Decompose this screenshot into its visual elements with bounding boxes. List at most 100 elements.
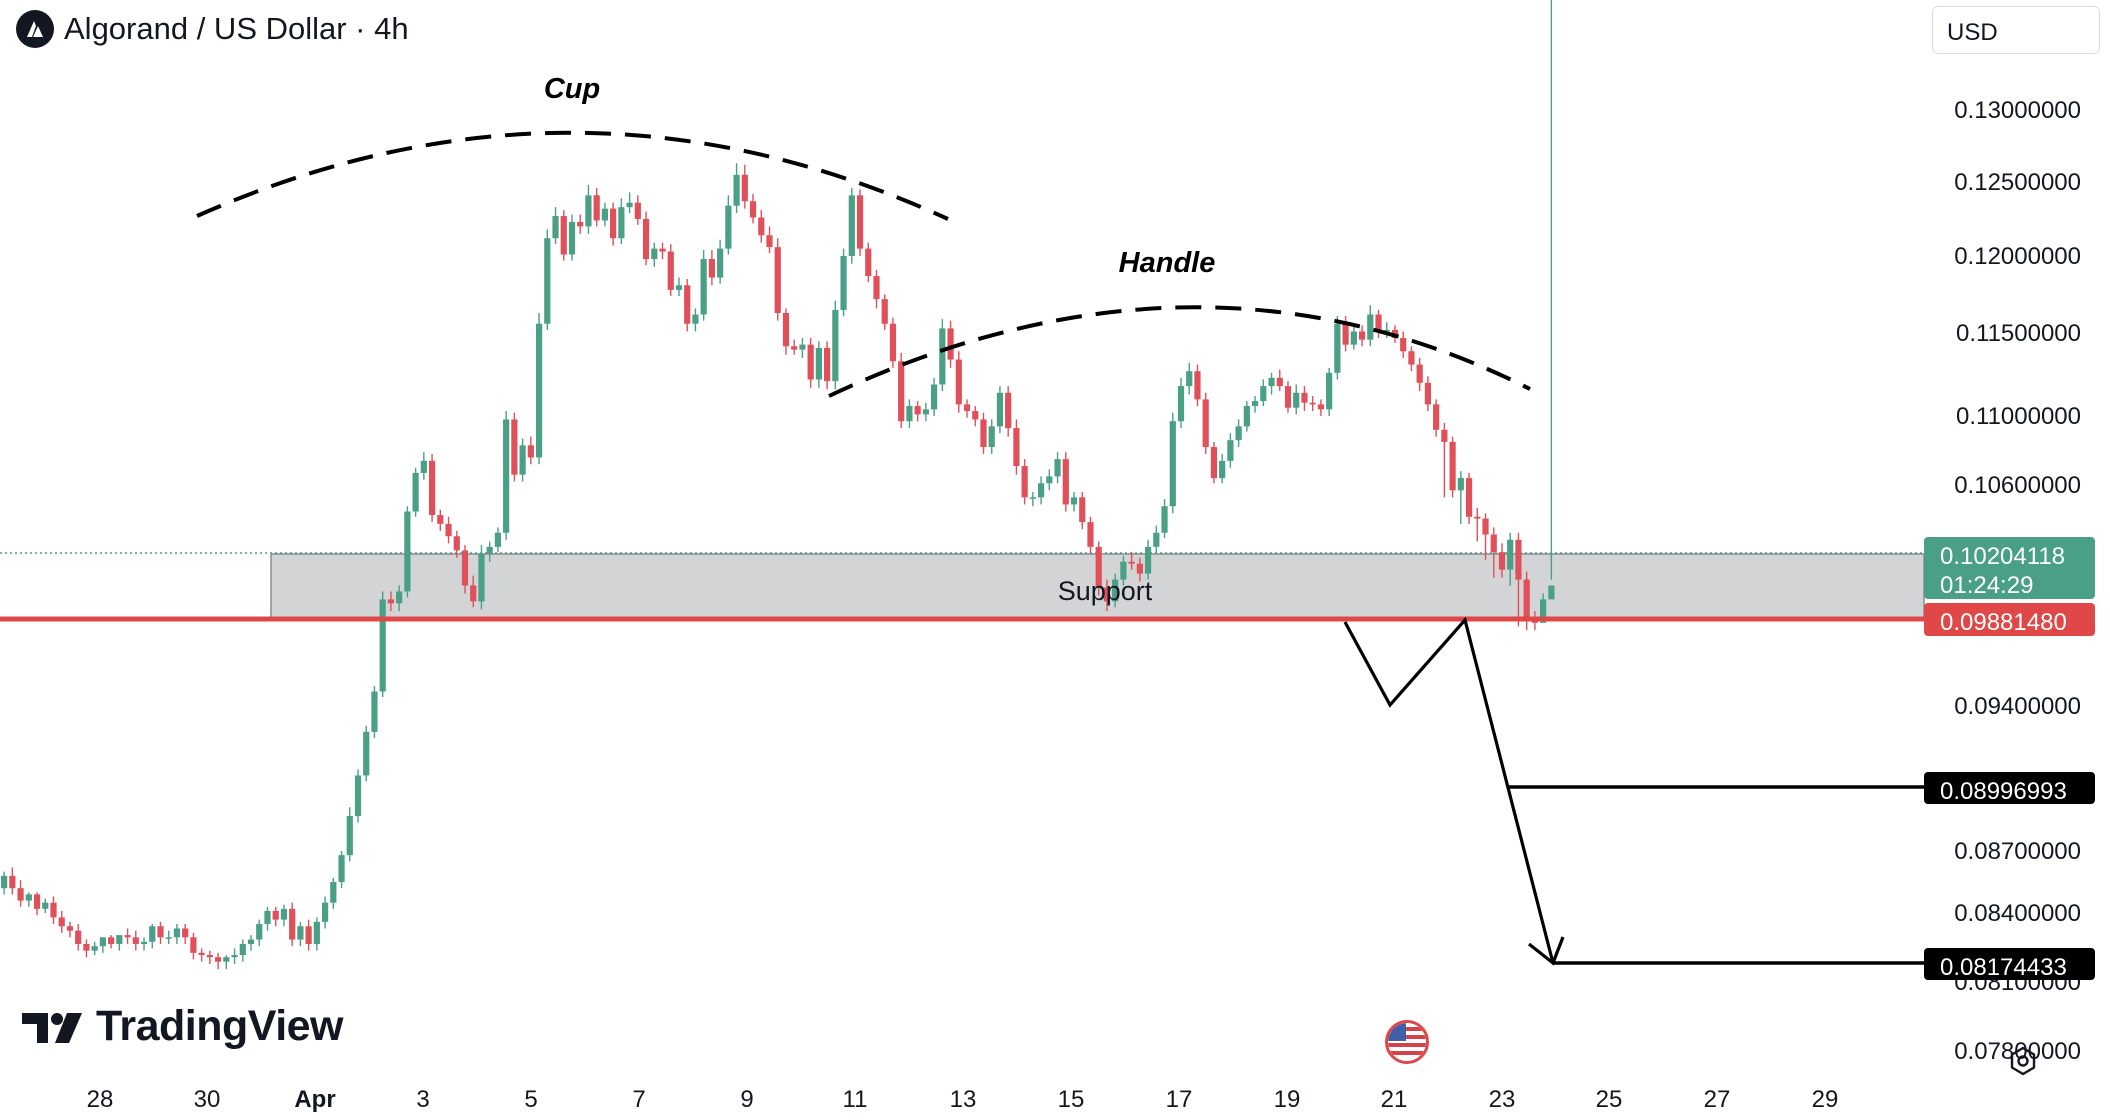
- candle: [214, 952, 222, 970]
- support-price-tag-bg: [1924, 603, 2095, 636]
- candle: [486, 541, 493, 562]
- candle: [231, 948, 238, 965]
- candle: [766, 226, 773, 254]
- candle-body: [173, 928, 181, 938]
- candle: [1021, 459, 1028, 505]
- candle: [1309, 396, 1316, 412]
- projection-path: [1343, 616, 1555, 964]
- candle-body: [1054, 459, 1061, 477]
- candle: [1062, 452, 1069, 512]
- candle: [774, 238, 781, 321]
- candle-body: [1342, 323, 1349, 345]
- candle-body: [83, 943, 90, 951]
- candle: [980, 412, 987, 454]
- candle-body: [165, 937, 172, 939]
- candle: [922, 402, 929, 422]
- brand-name: TradingView: [96, 1002, 344, 1050]
- candle: [1400, 331, 1407, 358]
- date-tick-label: 28: [87, 1086, 114, 1113]
- candle: [330, 877, 337, 909]
- candle: [1515, 532, 1522, 627]
- candle-body: [305, 926, 312, 944]
- candle-body: [190, 937, 197, 953]
- candle-body: [1408, 351, 1415, 365]
- candle-body: [50, 902, 57, 918]
- candle: [749, 193, 757, 224]
- candle: [1136, 557, 1143, 582]
- candle-body: [363, 731, 370, 776]
- candle-body: [1515, 539, 1522, 580]
- candle-body: [1424, 382, 1432, 405]
- candle-body: [922, 409, 929, 415]
- candle: [387, 591, 395, 612]
- candle-body: [519, 445, 526, 475]
- price-tick-label: 0.12500000: [1954, 169, 2081, 196]
- candle: [610, 202, 617, 246]
- candle: [1144, 539, 1152, 580]
- us-flag-icon[interactable]: [1385, 1020, 1429, 1064]
- candle-body: [198, 952, 205, 956]
- candle-body: [33, 894, 41, 909]
- candle: [1375, 309, 1382, 338]
- candle-body: [749, 201, 757, 218]
- candle: [470, 575, 477, 608]
- candle: [198, 948, 205, 962]
- candle-body: [511, 419, 518, 475]
- candle-body: [856, 195, 864, 249]
- candle: [601, 202, 609, 227]
- candle: [1276, 369, 1283, 392]
- candle-body: [1037, 483, 1045, 498]
- target-2-tag: 0.08174433: [1924, 948, 2095, 981]
- candle-body: [412, 472, 419, 512]
- candle: [1498, 543, 1506, 578]
- candle-body: [1103, 587, 1111, 602]
- candle-body: [535, 323, 543, 458]
- currency-selector[interactable]: USD: [1932, 6, 2100, 54]
- candle-body: [560, 216, 567, 255]
- candle-body: [1013, 428, 1020, 467]
- support-label: Support: [1058, 576, 1153, 606]
- candle-body: [1293, 392, 1300, 408]
- candle: [289, 902, 296, 947]
- candle-body: [58, 917, 65, 927]
- date-tick-label: 27: [1704, 1086, 1731, 1113]
- candle: [840, 248, 847, 317]
- candle-body: [313, 921, 320, 944]
- candle-body: [1136, 563, 1143, 574]
- candle-body: [741, 174, 748, 202]
- candle-body: [947, 328, 954, 360]
- candle-body: [1161, 506, 1168, 533]
- candle: [165, 930, 172, 944]
- candle-body: [9, 875, 16, 889]
- candle-body: [124, 935, 131, 938]
- candle-body: [1153, 532, 1160, 547]
- candle-body: [972, 411, 979, 420]
- candle-body: [1128, 561, 1135, 564]
- candle-body: [140, 941, 148, 944]
- candle-body: [1268, 377, 1275, 387]
- candle: [1441, 422, 1448, 498]
- candle: [717, 239, 724, 284]
- candle: [1005, 386, 1012, 437]
- candle: [83, 939, 90, 958]
- symbol-title: Algorand / US Dollar · 4h: [64, 11, 409, 46]
- candle: [1210, 441, 1218, 484]
- candle: [585, 184, 592, 234]
- candle-body: [420, 460, 427, 473]
- candle-body: [717, 248, 724, 278]
- candle: [873, 269, 880, 309]
- candle-body: [338, 855, 345, 882]
- candle-body: [1367, 314, 1374, 340]
- candle: [1243, 401, 1250, 432]
- candle-body: [700, 259, 707, 315]
- settings-gear-icon[interactable]: [2008, 1046, 2038, 1076]
- candle-body: [247, 939, 255, 944]
- candle-body: [99, 937, 106, 947]
- candle-body: [1210, 447, 1218, 479]
- candle: [799, 337, 806, 358]
- candle-body: [610, 208, 617, 239]
- candle: [1046, 469, 1053, 491]
- candle: [642, 211, 650, 266]
